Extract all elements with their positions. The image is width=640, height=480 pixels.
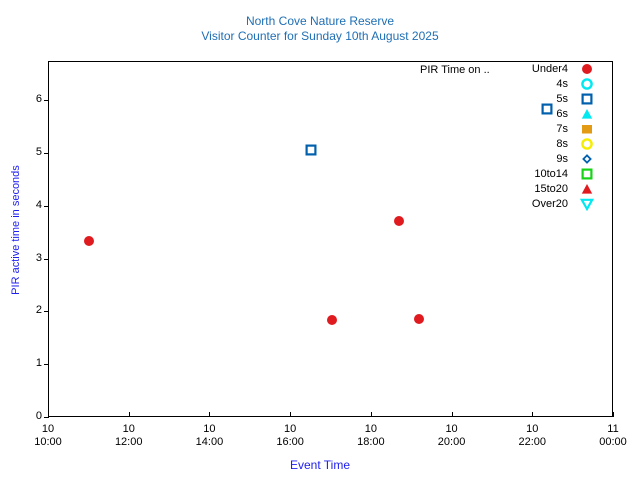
y-tick-label: 5 xyxy=(35,146,42,158)
legend-item[interactable]: Under4 xyxy=(420,62,605,77)
y-tick-label: 1 xyxy=(35,357,42,370)
y-tick-label: 2 xyxy=(35,304,42,317)
x-tick-day: 10 xyxy=(364,423,377,435)
data-point-Under4[interactable] xyxy=(412,312,426,326)
x-tick-label: 10 12:00 xyxy=(94,423,164,449)
data-point-5s[interactable] xyxy=(304,143,318,157)
legend-item-label: 15to20 xyxy=(534,183,568,195)
x-tick-day: 10 xyxy=(203,423,216,435)
x-tick-label: 10 10:00 xyxy=(13,423,83,449)
x-tick-mark xyxy=(613,412,614,417)
legend-item[interactable]: 5s xyxy=(420,92,605,107)
x-tick-time: 20:00 xyxy=(437,436,466,448)
x-tick-mark xyxy=(290,412,291,417)
legend-item[interactable]: 6s xyxy=(420,107,605,122)
x-tick-label: 10 16:00 xyxy=(255,423,325,449)
x-axis-label: Event Time xyxy=(289,458,351,472)
legend-marker-diamond-open-small-icon xyxy=(577,152,597,167)
data-point-Under4[interactable] xyxy=(82,234,96,248)
legend-item-label: 9s xyxy=(556,153,568,165)
y-tick-mark xyxy=(44,205,49,207)
x-tick-label: 10 22:00 xyxy=(497,423,567,449)
x-tick-time: 00:00 xyxy=(599,436,627,448)
chart-title-line-2: Visitor Counter for Sunday 10th August 2… xyxy=(201,29,439,43)
legend: PIR Time on .. Under4 4s 5s 6s 7s 8s 9s 10to14 1… xyxy=(420,62,605,212)
legend-item[interactable]: 9s xyxy=(420,152,605,167)
legend-item[interactable]: 7s xyxy=(420,122,605,137)
data-point-5s[interactable] xyxy=(540,102,554,116)
legend-item-label: 10to14 xyxy=(534,168,568,180)
legend-item-label: 8s xyxy=(556,138,568,150)
y-tick-label: 3 xyxy=(35,251,42,264)
y-tick-mark xyxy=(44,417,49,418)
x-tick-mark xyxy=(532,412,533,417)
legend-item-label: 4s xyxy=(556,78,568,90)
legend-item[interactable]: 8s xyxy=(420,137,605,152)
legend-marker-triangle-up-filled-icon xyxy=(577,182,597,197)
legend-item[interactable]: 4s xyxy=(420,77,605,92)
x-tick-time: 22:00 xyxy=(518,436,547,448)
legend-marker-square-open-icon xyxy=(577,167,597,182)
x-tick-label: 11 00:00 xyxy=(578,423,640,449)
legend-title: PIR Time on .. xyxy=(420,64,490,76)
x-tick-mark xyxy=(209,412,210,417)
y-tick-mark xyxy=(44,258,49,260)
y-tick-mark xyxy=(44,100,49,102)
x-tick-mark xyxy=(371,412,372,417)
data-point-Under4[interactable] xyxy=(325,313,339,327)
y-tick-mark xyxy=(44,153,49,154)
y-tick-label: 4 xyxy=(35,198,42,211)
x-tick-label: 10 18:00 xyxy=(336,423,406,449)
legend-item-label: 7s xyxy=(556,123,568,135)
x-tick-time: 14:00 xyxy=(195,436,224,448)
x-tick-time: 12:00 xyxy=(114,436,143,448)
x-tick-day: 10 xyxy=(41,423,55,435)
x-tick-time: 16:00 xyxy=(276,436,304,448)
chart-title-line-1: North Cove Nature Reserve xyxy=(245,14,395,28)
x-tick-label: 10 14:00 xyxy=(174,423,244,449)
x-tick-day: 10 xyxy=(445,423,458,435)
legend-marker-square-open-icon xyxy=(577,92,597,107)
legend-item-label: Over20 xyxy=(531,198,568,210)
x-tick-day: 10 xyxy=(284,423,297,435)
legend-marker-circle-filled-icon xyxy=(577,62,597,77)
x-tick-day: 10 xyxy=(526,423,539,435)
legend-item[interactable]: 15to20 xyxy=(420,182,605,197)
data-point-Under4[interactable] xyxy=(392,214,406,228)
legend-item-label: Under4 xyxy=(531,63,568,75)
x-tick-day: 11 xyxy=(607,423,619,435)
legend-marker-triangle-up-filled-icon xyxy=(577,107,597,122)
legend-marker-square-filled-icon xyxy=(577,122,597,137)
chart-title: North Cove Nature Reserve Visitor Counte… xyxy=(0,14,640,44)
legend-item-label: 6s xyxy=(556,108,568,120)
legend-entries: Under4 4s 5s 6s 7s 8s 9s 10to14 15to20 Over20 xyxy=(420,62,605,212)
plot-area xyxy=(48,61,613,417)
x-tick-time: 10:00 xyxy=(34,436,62,448)
y-tick-mark xyxy=(44,364,49,366)
x-tick-day: 10 xyxy=(122,423,135,435)
x-tick-label: 10 20:00 xyxy=(417,423,487,449)
legend-marker-triangle-down-open-icon xyxy=(577,197,597,212)
y-tick-label: 6 xyxy=(35,93,42,106)
y-tick-mark xyxy=(44,311,49,313)
legend-marker-circle-open-icon xyxy=(577,137,597,152)
legend-item[interactable]: 10to14 xyxy=(420,167,605,182)
legend-marker-circle-open-icon xyxy=(577,77,597,92)
x-tick-mark xyxy=(452,412,453,417)
x-tick-mark xyxy=(129,412,130,417)
y-tick-label: 0 xyxy=(35,410,42,422)
x-tick-time: 18:00 xyxy=(357,436,385,448)
legend-item[interactable]: Over20 xyxy=(420,197,605,212)
legend-item-label: 5s xyxy=(556,93,568,105)
